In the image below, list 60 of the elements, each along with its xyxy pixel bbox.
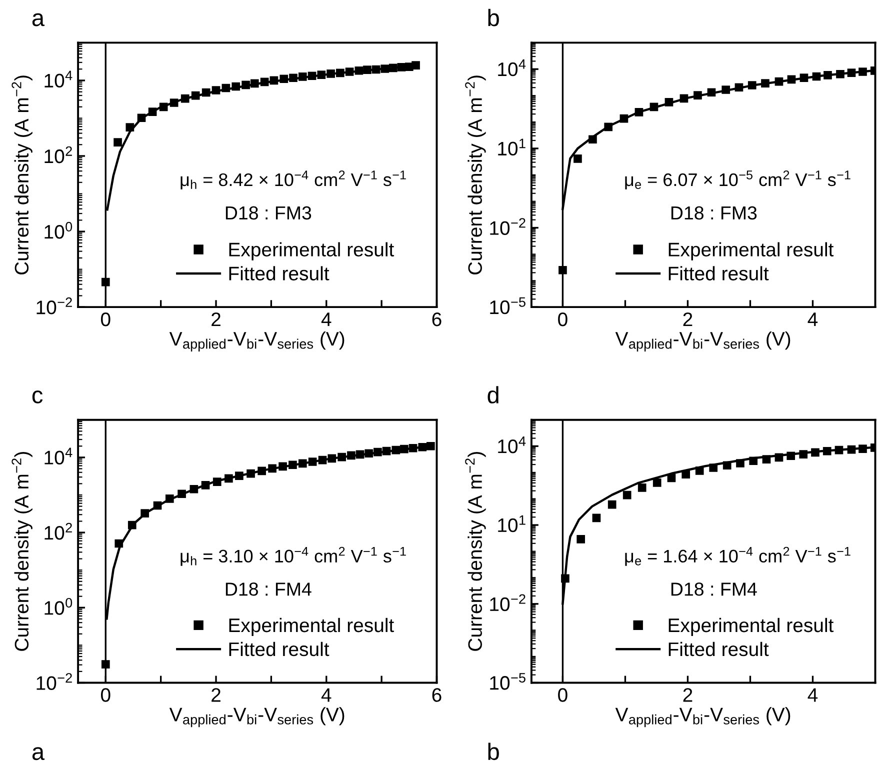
- x-tick-label: 2: [683, 312, 692, 326]
- y-tick-label: 10$^{1}$: [498, 515, 526, 532]
- x-axis-title: V$_{applied}$-V$_{bi}$-V$_{series}$ (V): [169, 331, 344, 352]
- chart-title: b: [488, 8, 499, 26]
- y-tick-label: 10$^{0}$: [44, 598, 72, 615]
- x-axis-title: V$_{applied}$-V$_{bi}$-V$_{series}$ (V): [169, 707, 344, 728]
- y-tick-label: 10$^{4}$: [44, 448, 72, 464]
- y-axis-title: Current density (A m$^{−2}$): [465, 76, 486, 274]
- legend-label: Fitted result: [668, 642, 769, 656]
- legend-label: Experimental result: [229, 618, 394, 636]
- x-tick-label: 4: [321, 312, 332, 326]
- x-tick-label: 0: [558, 688, 568, 702]
- annotation: D18 : FM4: [226, 582, 312, 596]
- x-tick-label: 4: [808, 688, 818, 702]
- y-tick-label: 10$^{1}$: [498, 138, 526, 156]
- chart-title: d: [488, 386, 498, 404]
- y-tick-label: 10$^{4}$: [498, 436, 526, 454]
- text: μ$_{h}$ = 3.10 × 10$^{−4}$ cm$^{2}$ V$^{−1}$ s$^{−1}$: [180, 546, 406, 566]
- y-tick-label: 10$^{−5}$: [490, 673, 526, 690]
- chart-title: a: [32, 13, 45, 26]
- x-tick-label: 2: [212, 688, 220, 702]
- y-axis-title: Current density (A m$^{−2}$): [465, 452, 486, 651]
- x-tick-label: 4: [808, 312, 818, 326]
- y-tick-label: 10$^{−2}$: [36, 297, 72, 314]
- y-tick-label: 10$^{−2}$: [36, 673, 72, 690]
- y-axis-title: Current density (A m$^{−2}$): [12, 452, 32, 651]
- x-tick-label: 6: [432, 312, 442, 326]
- y-tick-label: 10$^{2}$: [44, 522, 72, 540]
- legend-label: Experimental result: [668, 618, 834, 636]
- x-tick-label: 2: [212, 312, 220, 326]
- annotation: D18 : FM3: [671, 206, 757, 220]
- x-tick-label: 0: [558, 312, 568, 326]
- x-tick-label: 4: [321, 688, 332, 702]
- y-tick-label: 10$^{4}$: [44, 70, 72, 88]
- text: a: [32, 747, 45, 760]
- y-tick-label: 10$^{−2}$: [490, 594, 526, 612]
- x-axis-title: V$_{applied}$-V$_{bi}$-V$_{series}$ (V): [615, 331, 790, 352]
- legend-label: Experimental result: [229, 242, 394, 260]
- legend-label: Experimental result: [668, 242, 834, 260]
- legend-label: Fitted result: [668, 266, 769, 280]
- text: μ$_{e}$ = 1.64 × 10$^{−4}$ cm$^{2}$ V$^{−1}$ s$^{−1}$: [625, 546, 850, 566]
- text: μ$_{h}$ = 8.42 × 10$^{−4}$ cm$^{2}$ V$^{−1}$ s$^{−1}$: [180, 170, 406, 190]
- text: μ$_{e}$ = 6.07 × 10$^{−5}$ cm$^{2}$ V$^{−1}$ s$^{−1}$: [625, 170, 850, 190]
- legend-label: Fitted result: [229, 642, 330, 656]
- x-tick-label: 6: [432, 688, 442, 702]
- annotation: D18 : FM4: [671, 582, 757, 596]
- y-axis-title: Current density (A m$^{−2}$): [12, 76, 32, 274]
- y-tick-label: 10$^{−5}$: [490, 297, 526, 314]
- x-tick-label: 2: [683, 688, 692, 702]
- chart-title: c: [32, 390, 43, 404]
- y-tick-label: 10$^{4}$: [498, 59, 526, 76]
- annotation: D18 : FM3: [226, 206, 312, 220]
- legend-label: Fitted result: [229, 266, 330, 280]
- y-tick-label: 10$^{−2}$: [490, 218, 526, 235]
- x-tick-label: 0: [101, 688, 110, 702]
- text: b: [488, 742, 499, 760]
- y-tick-label: 10$^{0}$: [44, 222, 72, 239]
- x-axis-title: V$_{applied}$-V$_{bi}$-V$_{series}$ (V): [615, 707, 790, 728]
- x-tick-label: 0: [101, 312, 110, 326]
- y-tick-label: 10$^{2}$: [44, 146, 72, 164]
